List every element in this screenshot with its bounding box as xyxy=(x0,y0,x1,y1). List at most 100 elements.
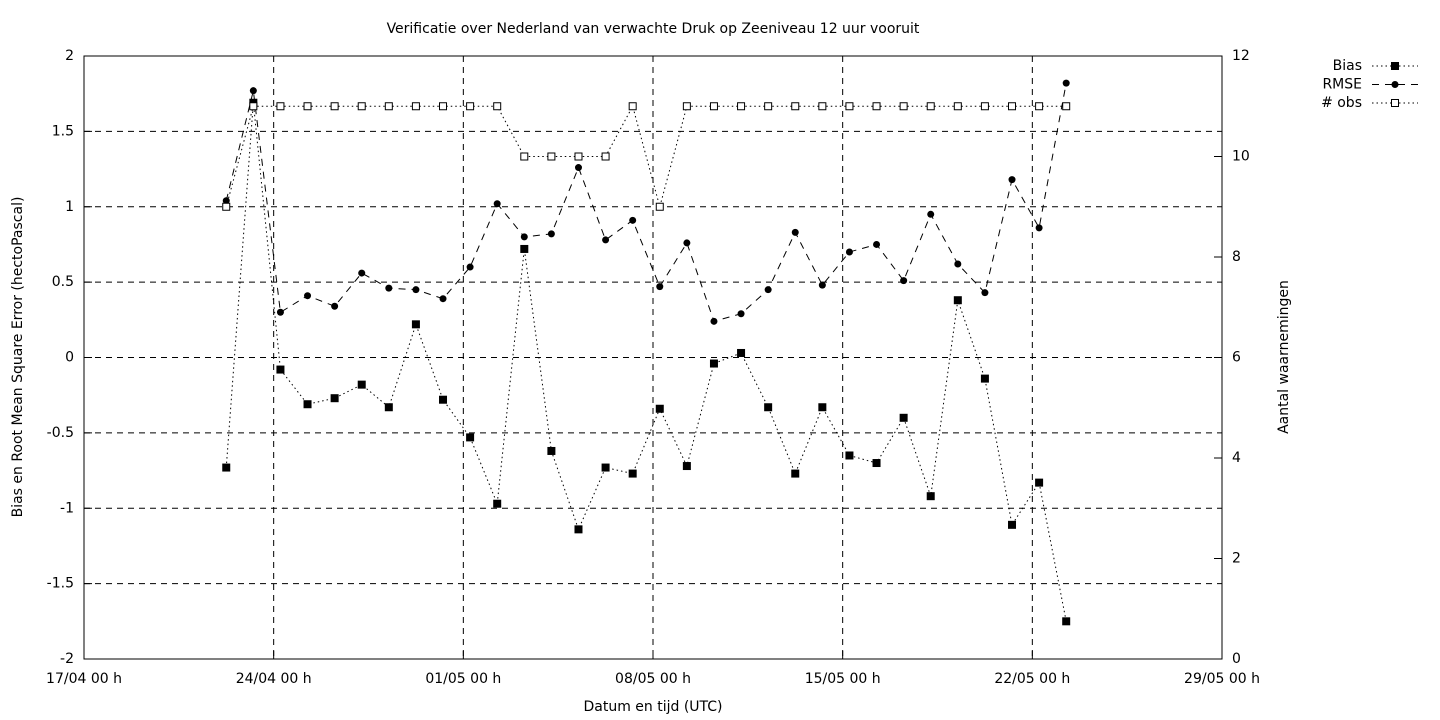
data-point xyxy=(737,310,745,318)
data-point xyxy=(764,286,772,294)
data-point xyxy=(330,102,339,111)
legend-marker xyxy=(1391,62,1399,70)
data-point xyxy=(385,284,393,292)
data-point xyxy=(845,248,853,256)
legend-label: # obs xyxy=(1321,95,1362,111)
data-point xyxy=(249,102,258,111)
y2-tick-label: 4 xyxy=(1232,450,1241,466)
data-point xyxy=(845,451,854,460)
y-tick-label: -2 xyxy=(60,651,74,667)
data-point xyxy=(574,525,583,534)
data-point xyxy=(330,394,339,403)
y2-tick-label: 2 xyxy=(1232,551,1241,567)
data-point xyxy=(602,236,610,244)
data-point xyxy=(818,403,827,412)
plot-border xyxy=(83,55,1223,660)
data-point xyxy=(737,102,746,111)
data-point xyxy=(412,286,420,294)
data-point xyxy=(1062,102,1071,111)
data-point xyxy=(222,463,231,472)
data-point xyxy=(656,283,664,291)
data-point xyxy=(304,292,312,300)
data-point xyxy=(574,164,582,172)
data-point xyxy=(953,102,962,111)
data-point xyxy=(601,463,610,472)
data-point xyxy=(900,277,908,285)
data-point xyxy=(303,400,312,409)
data-point xyxy=(384,102,393,111)
data-point xyxy=(818,281,826,289)
data-point xyxy=(439,295,447,303)
data-point xyxy=(954,260,962,268)
data-point xyxy=(709,359,718,368)
data-point xyxy=(222,197,230,205)
y-tick-label: 1 xyxy=(65,199,74,215)
data-point xyxy=(249,87,257,95)
data-point xyxy=(358,269,366,277)
data-point xyxy=(466,433,475,442)
data-point xyxy=(1035,102,1044,111)
x-tick-label: 08/05 00 h xyxy=(615,671,691,687)
data-point xyxy=(927,210,935,218)
y-tick-label: 0.5 xyxy=(52,274,74,290)
data-point xyxy=(926,102,935,111)
data-point xyxy=(980,374,989,383)
data-point xyxy=(520,244,529,253)
y-tick-label: -1.5 xyxy=(47,576,74,592)
y2-tick-label: 0 xyxy=(1232,651,1241,667)
data-point xyxy=(466,263,474,271)
data-point xyxy=(222,202,231,211)
y-tick-label: 2 xyxy=(65,48,74,64)
x-tick-label: 01/05 00 h xyxy=(425,671,501,687)
data-point xyxy=(601,152,610,161)
data-point xyxy=(764,102,773,111)
data-point xyxy=(411,320,420,329)
data-point xyxy=(845,102,854,111)
data-point xyxy=(655,404,664,413)
data-point xyxy=(439,395,448,404)
data-point xyxy=(791,228,799,236)
data-point xyxy=(574,152,583,161)
chart-title: Verificatie over Nederland van verwachte… xyxy=(387,21,920,37)
legend-marker xyxy=(1391,99,1399,107)
data-point xyxy=(682,462,691,471)
data-point xyxy=(628,102,637,111)
data-point xyxy=(1062,79,1070,87)
data-point xyxy=(818,102,827,111)
data-point xyxy=(899,413,908,422)
data-point xyxy=(493,499,502,508)
data-point xyxy=(331,302,339,310)
data-point xyxy=(493,200,501,208)
legend-label: RMSE xyxy=(1322,77,1362,93)
y-tick-label: -0.5 xyxy=(47,425,74,441)
data-point xyxy=(276,365,285,374)
data-point xyxy=(1035,478,1044,487)
data-point xyxy=(493,102,502,111)
data-point xyxy=(439,102,448,111)
data-point xyxy=(872,459,881,468)
data-point xyxy=(683,239,691,247)
data-point xyxy=(791,469,800,478)
data-point xyxy=(1008,520,1017,529)
data-point xyxy=(1035,224,1043,232)
data-point xyxy=(547,152,556,161)
data-point xyxy=(1062,617,1071,626)
data-point xyxy=(411,102,420,111)
data-point xyxy=(520,152,529,161)
series-line xyxy=(225,102,1067,622)
y-tick-label: -1 xyxy=(60,500,74,516)
data-point xyxy=(357,380,366,389)
data-point xyxy=(710,317,718,325)
data-point xyxy=(926,492,935,501)
series-line xyxy=(225,104,1067,209)
y2-axis-label: Aantal waarnemingen xyxy=(1276,280,1292,434)
data-point xyxy=(629,216,637,224)
x-tick-label: 15/05 00 h xyxy=(805,671,881,687)
y2-tick-label: 6 xyxy=(1232,350,1241,366)
data-point xyxy=(547,446,556,455)
legend-marker xyxy=(1391,81,1399,88)
x-tick-label: 22/05 00 h xyxy=(994,671,1070,687)
y2-tick-label: 10 xyxy=(1232,149,1250,165)
data-point xyxy=(628,469,637,478)
